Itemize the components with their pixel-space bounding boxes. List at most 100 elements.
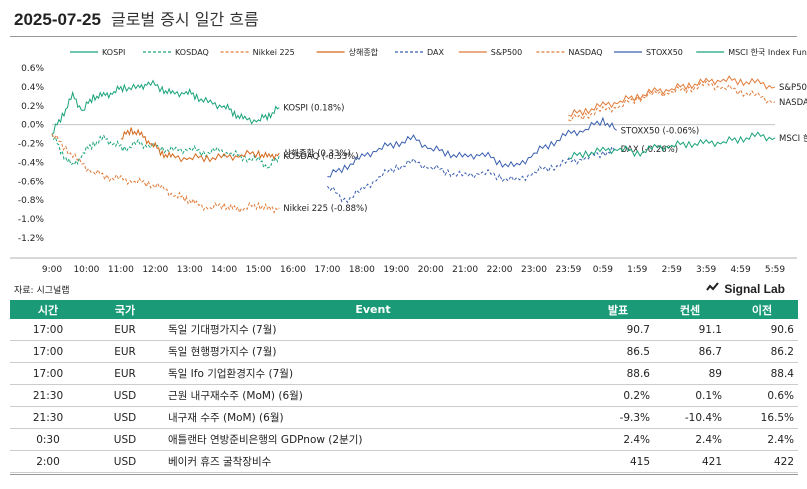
cell-actual: -9.3% xyxy=(582,406,654,429)
series-end-label: Nikkei 225 (-0.88%) xyxy=(283,204,367,214)
table-row: 21:30 USD 근원 내구재수주 (MoM) (6월) 0.2% 0.1% … xyxy=(10,384,798,407)
y-tick-label: 0.2% xyxy=(21,102,44,112)
legend-label: STOXX50 xyxy=(646,48,683,57)
cell-event: 내구재 수주 (MoM) (6월) xyxy=(164,406,582,429)
x-tick-label: 15:00 xyxy=(246,265,272,275)
cell-time: 21:30 xyxy=(10,384,86,407)
table-row: 17:00 EUR 독일 Ifo 기업환경지수 (7월) 88.6 89 88.… xyxy=(10,362,798,385)
logo-text: Signal Lab xyxy=(724,281,785,296)
series-line xyxy=(51,133,280,214)
series-end-label: KOSPI (0.18%) xyxy=(283,104,344,114)
page-header: 2025-07-25 글로벌 증시 일간 흐름 xyxy=(14,6,259,30)
series-line xyxy=(568,131,776,160)
x-tick-label: 3:59 xyxy=(696,265,716,275)
series-end-label: STOXX50 (-0.06%) xyxy=(621,126,700,136)
x-tick-label: 17:00 xyxy=(314,265,340,275)
header-date: 2025-07-25 xyxy=(14,10,101,29)
legend-label: MSCI 한국 Index Fund xyxy=(728,48,807,57)
x-tick-label: 18:00 xyxy=(349,265,375,275)
cell-previous: 2.4% xyxy=(726,428,798,451)
cell-previous: 422 xyxy=(726,450,798,473)
cell-consensus: -10.4% xyxy=(654,406,726,429)
cell-event: 근원 내구재수주 (MoM) (6월) xyxy=(164,384,582,407)
x-tick-label: 23:00 xyxy=(521,265,547,275)
cell-actual: 88.6 xyxy=(582,362,654,385)
cell-consensus: 86.7 xyxy=(654,340,726,363)
index-line-chart: KOSPI KOSDAQ Nikkei 225 상해종합 DAX S&P500 NASDAQ… xyxy=(10,47,807,275)
series-end-label: NASDAQ (0.24%) xyxy=(779,98,807,108)
x-tick-label: 21:00 xyxy=(452,265,478,275)
x-tick-label: 0:59 xyxy=(593,265,613,275)
cell-time: 0:30 xyxy=(10,428,86,451)
series-end-label: 상해종합 (0.33%) xyxy=(283,148,351,159)
cell-event: 독일 Ifo 기업환경지수 (7월) xyxy=(164,362,582,385)
table-header-row: 시간 국가 Event 발표 컨센 이전 xyxy=(10,300,798,319)
table-row: 17:00 EUR 독일 현행평가지수 (7월) 86.5 86.7 86.2 xyxy=(10,340,798,363)
series-line xyxy=(120,127,280,163)
cell-consensus: 0.1% xyxy=(654,384,726,407)
col-consensus: 컨센 xyxy=(654,300,726,319)
x-tick-label: 23:59 xyxy=(555,265,581,275)
header-divider xyxy=(10,36,797,37)
cell-time: 2:00 xyxy=(10,450,86,473)
legend-label: KOSPI xyxy=(102,48,125,57)
series-line xyxy=(568,75,776,117)
page-title: 글로벌 증시 일간 흐름 xyxy=(110,10,259,29)
y-tick-label: -0.8% xyxy=(18,196,45,206)
cell-country: USD xyxy=(86,406,164,429)
cell-consensus: 91.1 xyxy=(654,319,726,341)
x-tick-label: 5:59 xyxy=(765,265,785,275)
cell-previous: 86.2 xyxy=(726,340,798,363)
cell-actual: 415 xyxy=(582,450,654,473)
legend-label: Nikkei 225 xyxy=(253,48,295,57)
cell-actual: 2.4% xyxy=(582,428,654,451)
cell-actual: 86.5 xyxy=(582,340,654,363)
x-tick-label: 14:00 xyxy=(211,265,237,275)
cell-consensus: 421 xyxy=(654,450,726,473)
y-tick-label: -0.4% xyxy=(18,158,45,168)
y-tick-label: 0.6% xyxy=(21,64,44,74)
series-end-label: KOSDAQ (-0.33%) xyxy=(283,152,358,162)
brand-logo: Signal Lab xyxy=(706,281,785,296)
series-line xyxy=(327,116,617,178)
col-time: 시간 xyxy=(10,300,86,319)
cell-previous: 16.5% xyxy=(726,406,798,429)
source-label: 자료: 시그널랩 xyxy=(14,286,70,296)
cell-event: 독일 현행평가지수 (7월) xyxy=(164,340,582,363)
y-tick-label: 0.0% xyxy=(21,121,44,131)
x-tick-label: 20:00 xyxy=(418,265,444,275)
series-end-label: DAX (-0.26%) xyxy=(621,145,678,155)
cell-time: 17:00 xyxy=(10,319,86,341)
cell-previous: 90.6 xyxy=(726,319,798,341)
series-line xyxy=(326,145,617,204)
cell-previous: 88.4 xyxy=(726,362,798,385)
cell-event: 베이커 휴즈 굴착장비수 xyxy=(164,450,582,473)
cell-time: 21:30 xyxy=(10,406,86,429)
series-line xyxy=(51,133,280,169)
cell-country: EUR xyxy=(86,362,164,385)
table-row: 2:00 USD 베이커 휴즈 굴착장비수 415 421 422 xyxy=(10,450,798,473)
table-row: 0:30 USD 애틀랜타 연방준비은행의 GDPnow (2분기) 2.4% … xyxy=(10,428,798,451)
series-line xyxy=(568,80,776,122)
x-tick-label: 9:00 xyxy=(42,265,62,275)
cell-previous: 0.6% xyxy=(726,384,798,407)
cell-event: 독일 기대평가지수 (7월) xyxy=(164,319,582,341)
x-tick-label: 12:00 xyxy=(142,265,168,275)
table-row: 21:30 USD 내구재 수주 (MoM) (6월) -9.3% -10.4%… xyxy=(10,406,798,429)
legend-label: KOSDAQ xyxy=(175,48,209,57)
cell-country: USD xyxy=(86,450,164,473)
series-end-label: S&P500 (0.40%) xyxy=(779,83,807,93)
cell-actual: 90.7 xyxy=(582,319,654,341)
cell-country: EUR xyxy=(86,340,164,363)
y-tick-label: 0.4% xyxy=(21,83,44,93)
legend-label: NASDAQ xyxy=(568,48,602,57)
col-event: Event xyxy=(164,300,582,319)
cell-country: USD xyxy=(86,384,164,407)
x-tick-label: 11:00 xyxy=(108,265,134,275)
y-tick-label: -1.0% xyxy=(18,215,45,225)
series-line xyxy=(51,79,280,135)
col-previous: 이전 xyxy=(726,300,798,319)
cell-country: USD xyxy=(86,428,164,451)
cell-event: 애틀랜타 연방준비은행의 GDPnow (2분기) xyxy=(164,428,582,451)
x-tick-label: 22:00 xyxy=(487,265,513,275)
